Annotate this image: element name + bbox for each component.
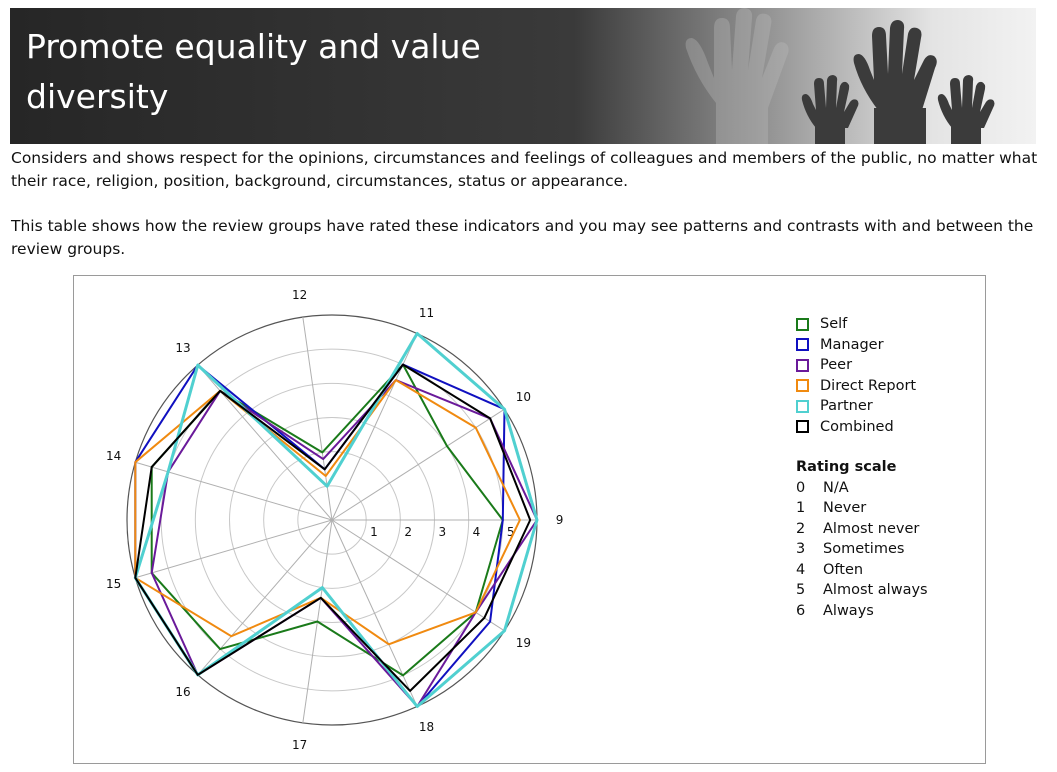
category-label: 12 xyxy=(292,288,307,302)
rating-scale-row: 0 N/A xyxy=(796,478,928,499)
legend-label: Direct Report xyxy=(820,377,917,394)
series-line-direct-report xyxy=(134,379,521,646)
rating-scale-row: 5 Almost always xyxy=(796,580,928,601)
legend-swatch xyxy=(796,399,809,413)
competency-description: Considers and shows respect for the opin… xyxy=(11,149,1038,190)
rating-scale-row: 4 Often xyxy=(796,560,928,581)
table-explanation: This table shows how the review groups h… xyxy=(11,217,1034,258)
radial-tick-label: 5 xyxy=(507,525,515,539)
rating-value: 2 xyxy=(796,520,806,537)
legend-label: Peer xyxy=(820,357,853,373)
legend-item: Manager xyxy=(796,335,928,356)
rating-label: Never xyxy=(823,500,867,516)
legend-item: Partner xyxy=(796,396,928,417)
radial-tick-label: 2 xyxy=(404,525,412,539)
legend-swatch xyxy=(796,379,809,393)
legend-item: Self xyxy=(796,314,928,335)
grid-spoke xyxy=(135,519,333,579)
legend-label: Self xyxy=(820,316,848,332)
category-label: 14 xyxy=(106,449,121,463)
rating-scale-title: Rating scale xyxy=(796,459,897,475)
legend-swatch xyxy=(796,358,809,372)
chart-legend: Self Manager Peer Direct Report Partner Combi… xyxy=(796,314,928,621)
rating-label: Almost never xyxy=(823,520,920,537)
rating-value: 6 xyxy=(796,602,806,619)
legend-label: Manager xyxy=(820,336,884,353)
rating-label: Always xyxy=(823,602,874,619)
rating-scale-row: 1 Never xyxy=(796,498,928,519)
series-line-partner xyxy=(133,332,539,708)
legend-swatch xyxy=(796,317,809,331)
category-label: 15 xyxy=(106,577,121,591)
rating-label: Sometimes xyxy=(823,541,905,557)
legend-item: Direct Report xyxy=(796,376,928,397)
rating-value: 3 xyxy=(796,541,806,557)
grid-spoke xyxy=(197,519,333,676)
radial-tick-label: 1 xyxy=(370,525,378,539)
rating-scale-row: 3 Sometimes xyxy=(796,539,928,560)
legend-swatch xyxy=(796,338,809,352)
legend-item: Peer xyxy=(796,355,928,376)
rating-value: 0 xyxy=(796,479,806,496)
legend-swatch xyxy=(796,420,809,434)
rating-label: Often xyxy=(823,561,864,578)
category-label: 19 xyxy=(516,636,531,650)
series-line-combined xyxy=(134,363,532,692)
category-label: 11 xyxy=(419,306,434,320)
legend-label: Partner xyxy=(820,398,873,414)
rating-value: 1 xyxy=(796,500,806,516)
rating-value: 5 xyxy=(796,582,806,598)
category-label: 17 xyxy=(292,738,307,752)
radar-chart-frame: 1 2 3 4 5 9 10 11 12 13 14 15 16 17 18 19 Self Manager Pe… xyxy=(73,275,986,764)
series-line-peer xyxy=(150,379,538,708)
rating-scale-row: 6 Always xyxy=(796,601,928,622)
title-line-1: Promote equality and value xyxy=(26,27,481,66)
radial-tick-label: 3 xyxy=(439,525,447,539)
category-label: 16 xyxy=(175,685,190,699)
rating-value: 4 xyxy=(796,561,806,578)
rating-scale-row: 2 Almost never xyxy=(796,519,928,540)
rating-label: N/A xyxy=(823,479,849,496)
grid-spoke xyxy=(197,364,333,521)
legend-label: Combined xyxy=(820,418,894,435)
rating-label: Almost always xyxy=(823,582,928,598)
category-label: 10 xyxy=(516,390,531,404)
category-label: 18 xyxy=(419,720,434,734)
category-label: 9 xyxy=(556,513,564,527)
header-banner: Promote equality and value diversity xyxy=(10,8,1036,144)
page-title: Promote equality and value diversity xyxy=(26,22,546,122)
title-line-2: diversity xyxy=(26,77,169,116)
raised-hands-icon xyxy=(685,8,995,144)
radial-tick-label: 4 xyxy=(473,525,481,539)
category-label: 13 xyxy=(175,341,190,355)
legend-item: Combined xyxy=(796,417,928,438)
